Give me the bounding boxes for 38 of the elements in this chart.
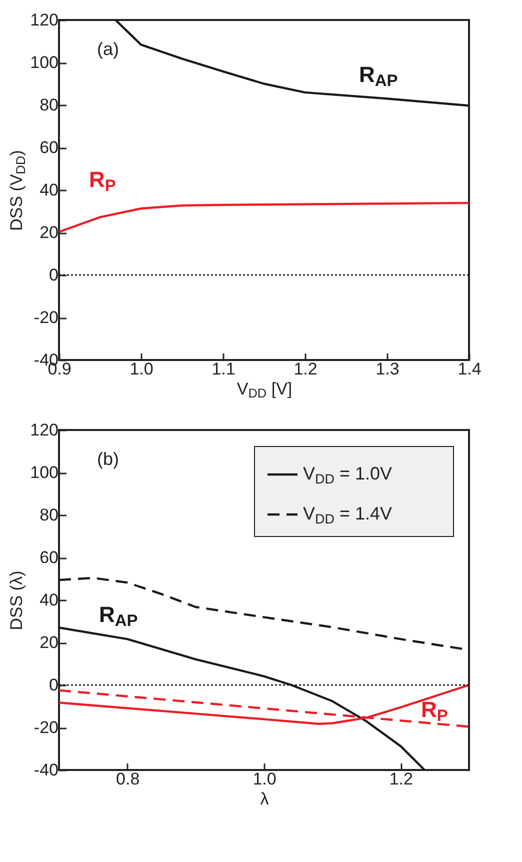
x-tick-label: 1.0 — [252, 770, 276, 788]
x-tick-label: 1.0 — [130, 360, 154, 378]
x-tick-label: 1.1 — [212, 360, 236, 378]
y-tick-label: 100 — [30, 53, 58, 72]
line-series — [59, 684, 469, 725]
annotation: R$_{P}$ — [89, 167, 116, 196]
annotation: R$_{AP}$ — [99, 602, 138, 630]
y-tick-label: 80 — [40, 506, 58, 524]
annotation: (b) — [97, 449, 119, 469]
y-tick-label: -20 — [34, 718, 58, 737]
line-series — [59, 202, 469, 233]
y-tick-label: 20 — [40, 223, 58, 242]
y-tick-label: 60 — [40, 138, 58, 157]
x-tick-label: 0.8 — [116, 770, 140, 788]
y-tick-label: 120 — [30, 420, 58, 440]
x-tick-label: 1.2 — [389, 770, 413, 788]
y-tick-label: 40 — [40, 180, 58, 200]
y-tick-label: 60 — [40, 548, 58, 567]
x-tick-label: 1.4 — [458, 360, 482, 378]
y-tick-label: 40 — [40, 590, 58, 610]
y-axis-title: DSS (λ) — [7, 570, 26, 630]
x-axis-title: λ — [260, 790, 270, 808]
legend-label: V$_{DD}$ = 1.0V — [303, 464, 392, 486]
y-tick-label: 0 — [49, 676, 58, 694]
y-tick-label: 100 — [30, 463, 58, 482]
x-tick-label: 1.3 — [376, 360, 400, 378]
y-tick-label: -20 — [34, 308, 58, 327]
legend-label: V$_{DD}$ = 1.4V — [303, 504, 392, 526]
annotation: R$_{AP}$ — [359, 62, 398, 90]
y-tick-label: 0 — [49, 266, 58, 284]
x-tick-label: 1.2 — [294, 360, 318, 378]
y-tick-label: 20 — [40, 633, 58, 652]
y-tick-label: -40 — [34, 760, 58, 780]
y-tick-label: 120 — [30, 10, 58, 30]
y-tick-label: 80 — [40, 96, 58, 114]
annotation: R$_{P}$ — [421, 697, 448, 726]
x-axis-title: V$_{DD}$ [V] — [236, 380, 292, 401]
annotation: (a) — [97, 39, 119, 59]
